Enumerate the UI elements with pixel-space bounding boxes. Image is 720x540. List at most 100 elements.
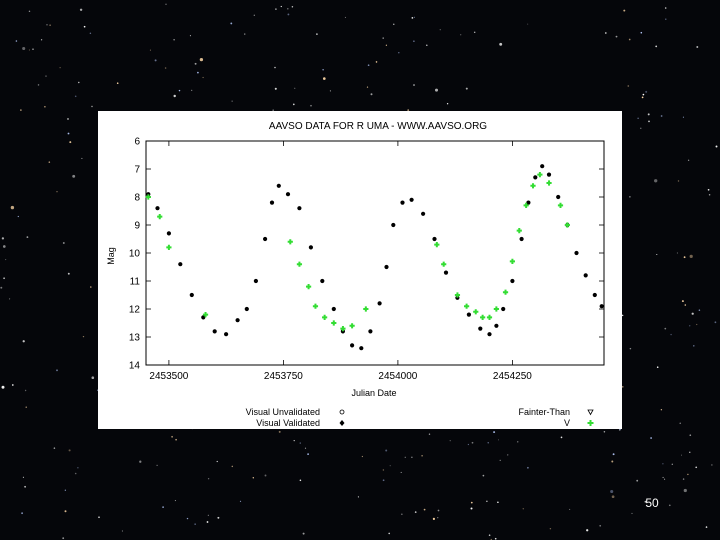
star [610,489,614,494]
star [199,57,204,62]
star [549,527,552,530]
star [494,537,497,540]
star [615,35,618,38]
star [307,453,309,455]
star [708,194,711,196]
star [527,466,529,469]
star [264,474,267,477]
star [116,82,119,84]
chart-title: AAVSO DATA FOR R UMA - WWW.AAVSO.ORG [269,121,487,132]
star [149,49,151,51]
star [413,40,415,42]
star [473,31,476,34]
y-tick-label: 10 [129,249,141,260]
star [698,309,701,311]
star [637,117,639,120]
star [370,93,373,96]
star [426,44,428,46]
star [660,409,663,411]
data-point-visual-validated [224,332,229,337]
data-point-visual-validated [276,183,281,188]
star [382,469,385,471]
data-point-v [557,202,564,208]
star [446,103,449,105]
star [470,507,473,510]
legend-open-triangle-icon [587,409,594,416]
star [91,105,93,108]
x-tick-label: 2454000 [378,371,417,382]
star [449,440,451,442]
series-visual-validated [146,164,604,351]
star [0,286,3,289]
star [488,534,491,537]
legend-label-visual-unvalidated: Visual Unvalidated [246,407,320,417]
star [683,256,686,259]
star [287,13,290,16]
star [194,523,196,525]
data-point-visual-validated [166,231,171,236]
star [231,100,233,102]
data-point-visual-validated [574,250,579,256]
star [98,516,100,519]
star [22,340,25,343]
star [499,42,503,46]
star [189,35,191,37]
star [28,10,31,13]
data-point-v [166,244,172,250]
data-point-visual-validated [201,315,206,320]
data-point-v [322,314,328,320]
legend-green-cross-icon [587,420,594,426]
data-point-visual-validated [533,175,538,180]
star [304,447,307,449]
star [560,436,563,439]
star [423,508,426,511]
star [715,145,718,148]
star [322,69,324,71]
data-point-v [157,214,163,220]
star [15,40,18,42]
star [216,460,218,463]
data-point-visual-validated [189,292,194,298]
star [695,466,698,469]
data-point-v [434,242,440,248]
star [79,8,83,12]
star [21,512,23,515]
star [56,369,58,372]
data-point-v [546,180,552,186]
data-point-visual-validated [526,200,531,205]
star [316,33,318,35]
star [682,116,684,118]
star [662,476,664,479]
data-point-visual-validated [146,192,151,197]
star [683,488,687,493]
star [299,479,302,482]
star [470,501,473,504]
star [173,39,175,41]
legend-diamond-icon [339,420,345,426]
star [274,66,276,69]
star [465,87,468,90]
star [647,113,650,116]
star [622,386,624,388]
star [437,517,439,519]
star [385,449,388,452]
data-point-visual-validated [368,329,373,334]
data-point-v [480,314,486,320]
star [641,96,644,99]
star [77,467,79,469]
star [507,454,509,456]
data-point-visual-validated [350,343,355,348]
star [91,376,95,380]
star [428,433,431,435]
data-point-visual-validated [340,329,345,334]
star [385,44,388,46]
star [69,141,72,144]
star [156,464,158,467]
data-point-visual-validated [212,329,217,334]
star [664,327,667,330]
legend: Visual Unvalidated Visual Validated Fain… [246,407,594,428]
star [654,179,658,183]
star [49,24,51,26]
data-point-visual-validated [391,222,396,228]
star [272,109,274,111]
